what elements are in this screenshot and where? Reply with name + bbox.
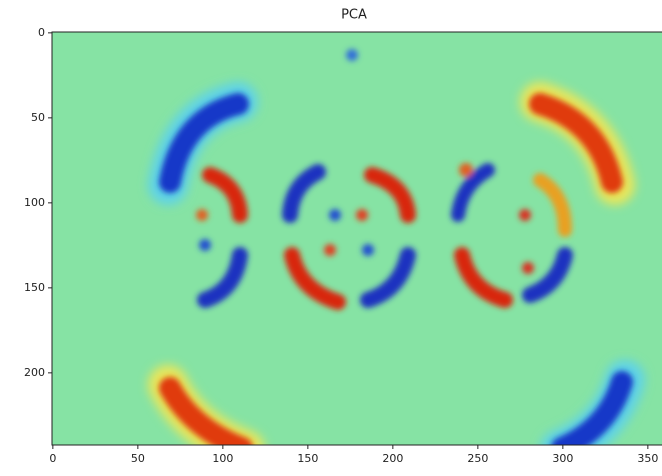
heatmap xyxy=(52,32,662,445)
y-tick-label: 200 xyxy=(24,366,45,379)
x-tick-label: 250 xyxy=(467,452,488,465)
y-tick-label: 50 xyxy=(31,111,45,124)
y-tick-label: 100 xyxy=(24,196,45,209)
x-tick-label: 0 xyxy=(49,452,56,465)
y-tick-label: 0 xyxy=(38,26,45,39)
x-tick-label: 50 xyxy=(131,452,145,465)
chart-title: PCA xyxy=(341,8,367,23)
x-tick-label: 350 xyxy=(637,452,658,465)
x-tick-label: 100 xyxy=(212,452,233,465)
x-tick-label: 300 xyxy=(552,452,573,465)
plot-frame xyxy=(51,31,662,446)
x-tick-label: 200 xyxy=(382,452,403,465)
y-tick-label: 150 xyxy=(24,281,45,294)
x-tick-label: 150 xyxy=(297,452,318,465)
